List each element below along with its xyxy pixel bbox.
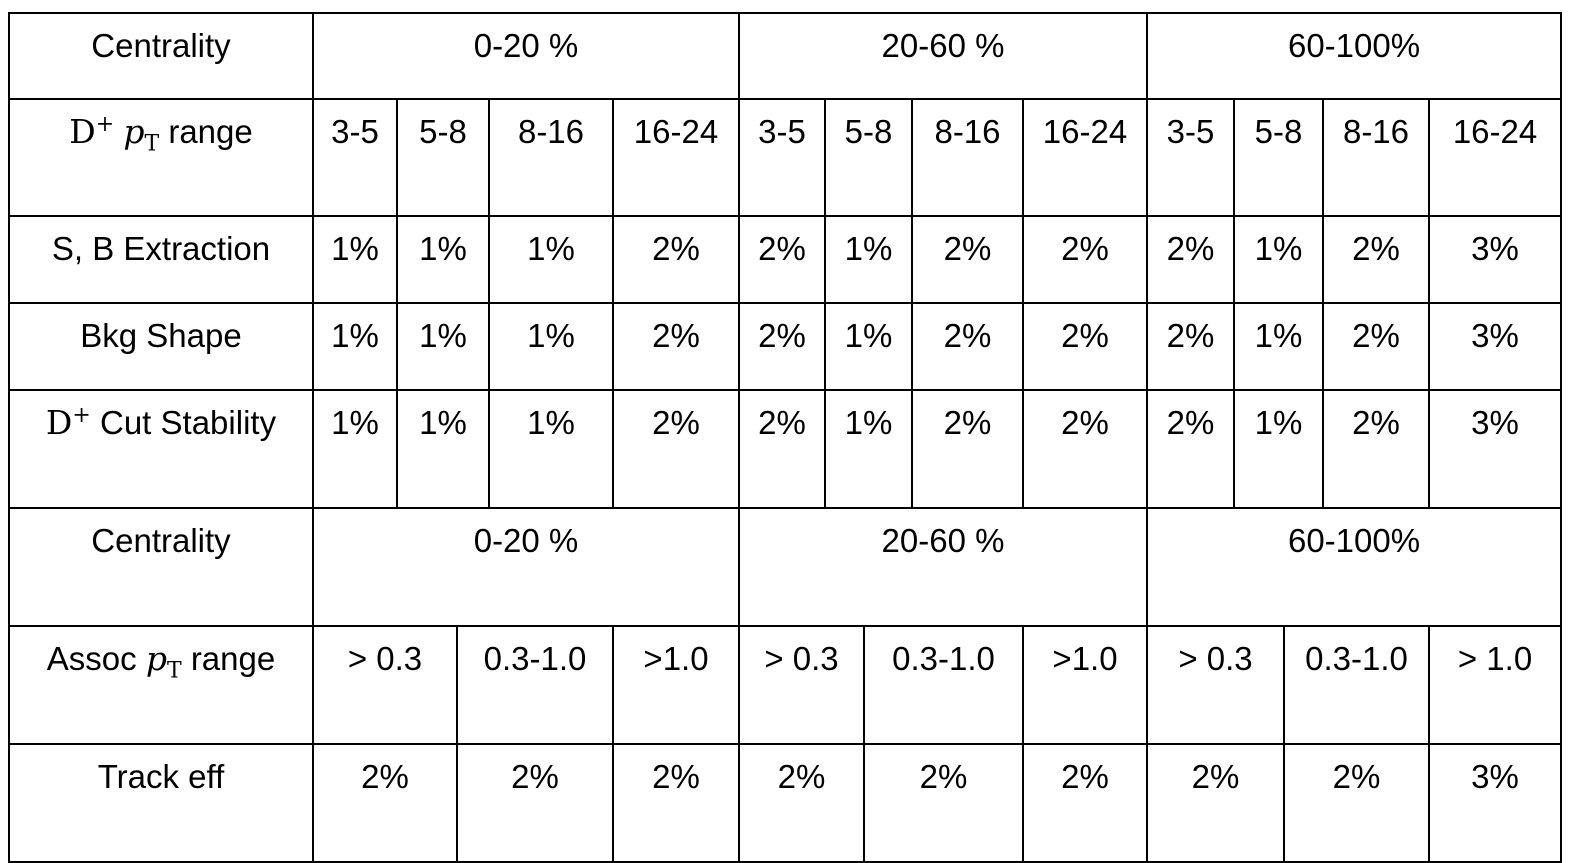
cut-stability-label: D+ Cut Stability: [8, 389, 314, 509]
centrality-0-20: 0-20 %: [312, 507, 740, 627]
value-cell: 2%: [1146, 743, 1285, 863]
value-cell: 1%: [824, 302, 913, 391]
assoc-bin: > 1.0: [1427, 625, 1563, 745]
bkg-shape-row: Bkg Shape 1% 1% 1% 2% 2% 1% 2% 2% 2% 1% …: [8, 302, 1563, 391]
assoc-bin: > 0.3: [738, 625, 865, 745]
dplus-bin: 5-8: [396, 98, 490, 217]
value-cell: 2%: [911, 215, 1024, 304]
value-cell: 1%: [312, 302, 398, 391]
value-cell: 3%: [1427, 215, 1563, 304]
value-cell: 2%: [1022, 215, 1148, 304]
value-cell: 1%: [488, 302, 614, 391]
value-cell: 3%: [1427, 302, 1563, 391]
value-cell: 1%: [1233, 302, 1324, 391]
assoc-bin: 0.3-1.0: [456, 625, 614, 745]
value-cell: 2%: [738, 215, 826, 304]
value-cell: 2%: [612, 302, 740, 391]
value-cell: 2%: [911, 302, 1024, 391]
systematics-table: Centrality 0-20 % 20-60 % 60-100% D+ pT …: [8, 12, 1563, 863]
value-cell: 2%: [1146, 215, 1235, 304]
sb-extraction-row: S, B Extraction 1% 1% 1% 2% 2% 1% 2% 2% …: [8, 215, 1563, 304]
value-cell: 2%: [863, 743, 1024, 863]
dplus-bin: 3-5: [738, 98, 826, 217]
value-cell: 1%: [312, 215, 398, 304]
dplus-bin: 3-5: [312, 98, 398, 217]
centrality-label: Centrality: [8, 12, 314, 100]
value-cell: 3%: [1427, 743, 1563, 863]
value-cell: 1%: [1233, 215, 1324, 304]
value-cell: 2%: [1283, 743, 1430, 863]
value-cell: 1%: [396, 389, 490, 509]
row-label: S, B Extraction: [8, 215, 314, 304]
dplus-bin: 3-5: [1146, 98, 1235, 217]
assoc-bin: > 0.3: [312, 625, 458, 745]
assoc-bin: > 0.3: [1146, 625, 1285, 745]
value-cell: 3%: [1427, 389, 1563, 509]
value-cell: 2%: [612, 215, 740, 304]
value-cell: 2%: [1322, 302, 1430, 391]
value-cell: 2%: [911, 389, 1024, 509]
value-cell: 2%: [456, 743, 614, 863]
value-cell: 1%: [488, 215, 614, 304]
dplus-bin: 16-24: [1427, 98, 1563, 217]
dplus-bin: 8-16: [488, 98, 614, 217]
track-eff-row: Track eff 2% 2% 2% 2% 2% 2% 2% 2% 3%: [8, 743, 1563, 863]
value-cell: 2%: [312, 743, 458, 863]
dplus-pt-label: D+ pT range: [8, 98, 314, 217]
value-cell: 2%: [1022, 389, 1148, 509]
centrality-0-20: 0-20 %: [312, 12, 740, 100]
value-cell: 2%: [1146, 302, 1235, 391]
assoc-bin: 0.3-1.0: [863, 625, 1024, 745]
assoc-pt-row: Assoc pT range > 0.3 0.3-1.0 >1.0 > 0.3 …: [8, 625, 1563, 745]
row-label: Bkg Shape: [8, 302, 314, 391]
centrality-header-row-2: Centrality 0-20 % 20-60 % 60-100%: [8, 507, 1563, 627]
assoc-bin: 0.3-1.0: [1283, 625, 1430, 745]
centrality-20-60: 20-60 %: [738, 12, 1148, 100]
value-cell: 1%: [488, 389, 614, 509]
value-cell: 2%: [1322, 215, 1430, 304]
value-cell: 1%: [396, 302, 490, 391]
value-cell: 1%: [396, 215, 490, 304]
value-cell: 2%: [738, 302, 826, 391]
dplus-pt-row: D+ pT range 3-5 5-8 8-16 16-24 3-5 5-8 8…: [8, 98, 1563, 217]
dplus-bin: 5-8: [1233, 98, 1324, 217]
value-cell: 1%: [1233, 389, 1324, 509]
value-cell: 1%: [312, 389, 398, 509]
assoc-bin: >1.0: [1022, 625, 1148, 745]
dplus-bin: 8-16: [911, 98, 1024, 217]
value-cell: 2%: [738, 743, 865, 863]
centrality-label: Centrality: [8, 507, 314, 627]
dplus-bin: 16-24: [612, 98, 740, 217]
value-cell: 1%: [824, 215, 913, 304]
value-cell: 2%: [612, 743, 740, 863]
value-cell: 2%: [612, 389, 740, 509]
value-cell: 2%: [1322, 389, 1430, 509]
assoc-pt-label: Assoc pT range: [8, 625, 314, 745]
dplus-bin: 16-24: [1022, 98, 1148, 217]
centrality-60-100: 60-100%: [1145, 507, 1563, 627]
value-cell: 2%: [738, 389, 826, 509]
assoc-bin: >1.0: [612, 625, 740, 745]
centrality-header-row: Centrality 0-20 % 20-60 % 60-100%: [8, 12, 1563, 100]
value-cell: 1%: [824, 389, 913, 509]
dplus-bin: 8-16: [1322, 98, 1430, 217]
row-label: Track eff: [8, 743, 314, 863]
cut-stability-row: D+ Cut Stability 1% 1% 1% 2% 2% 1% 2% 2%…: [8, 389, 1563, 509]
dplus-bin: 5-8: [824, 98, 913, 217]
value-cell: 2%: [1146, 389, 1235, 509]
value-cell: 2%: [1022, 743, 1148, 863]
centrality-20-60: 20-60 %: [738, 507, 1148, 627]
value-cell: 2%: [1022, 302, 1148, 391]
centrality-60-100: 60-100%: [1145, 12, 1563, 100]
